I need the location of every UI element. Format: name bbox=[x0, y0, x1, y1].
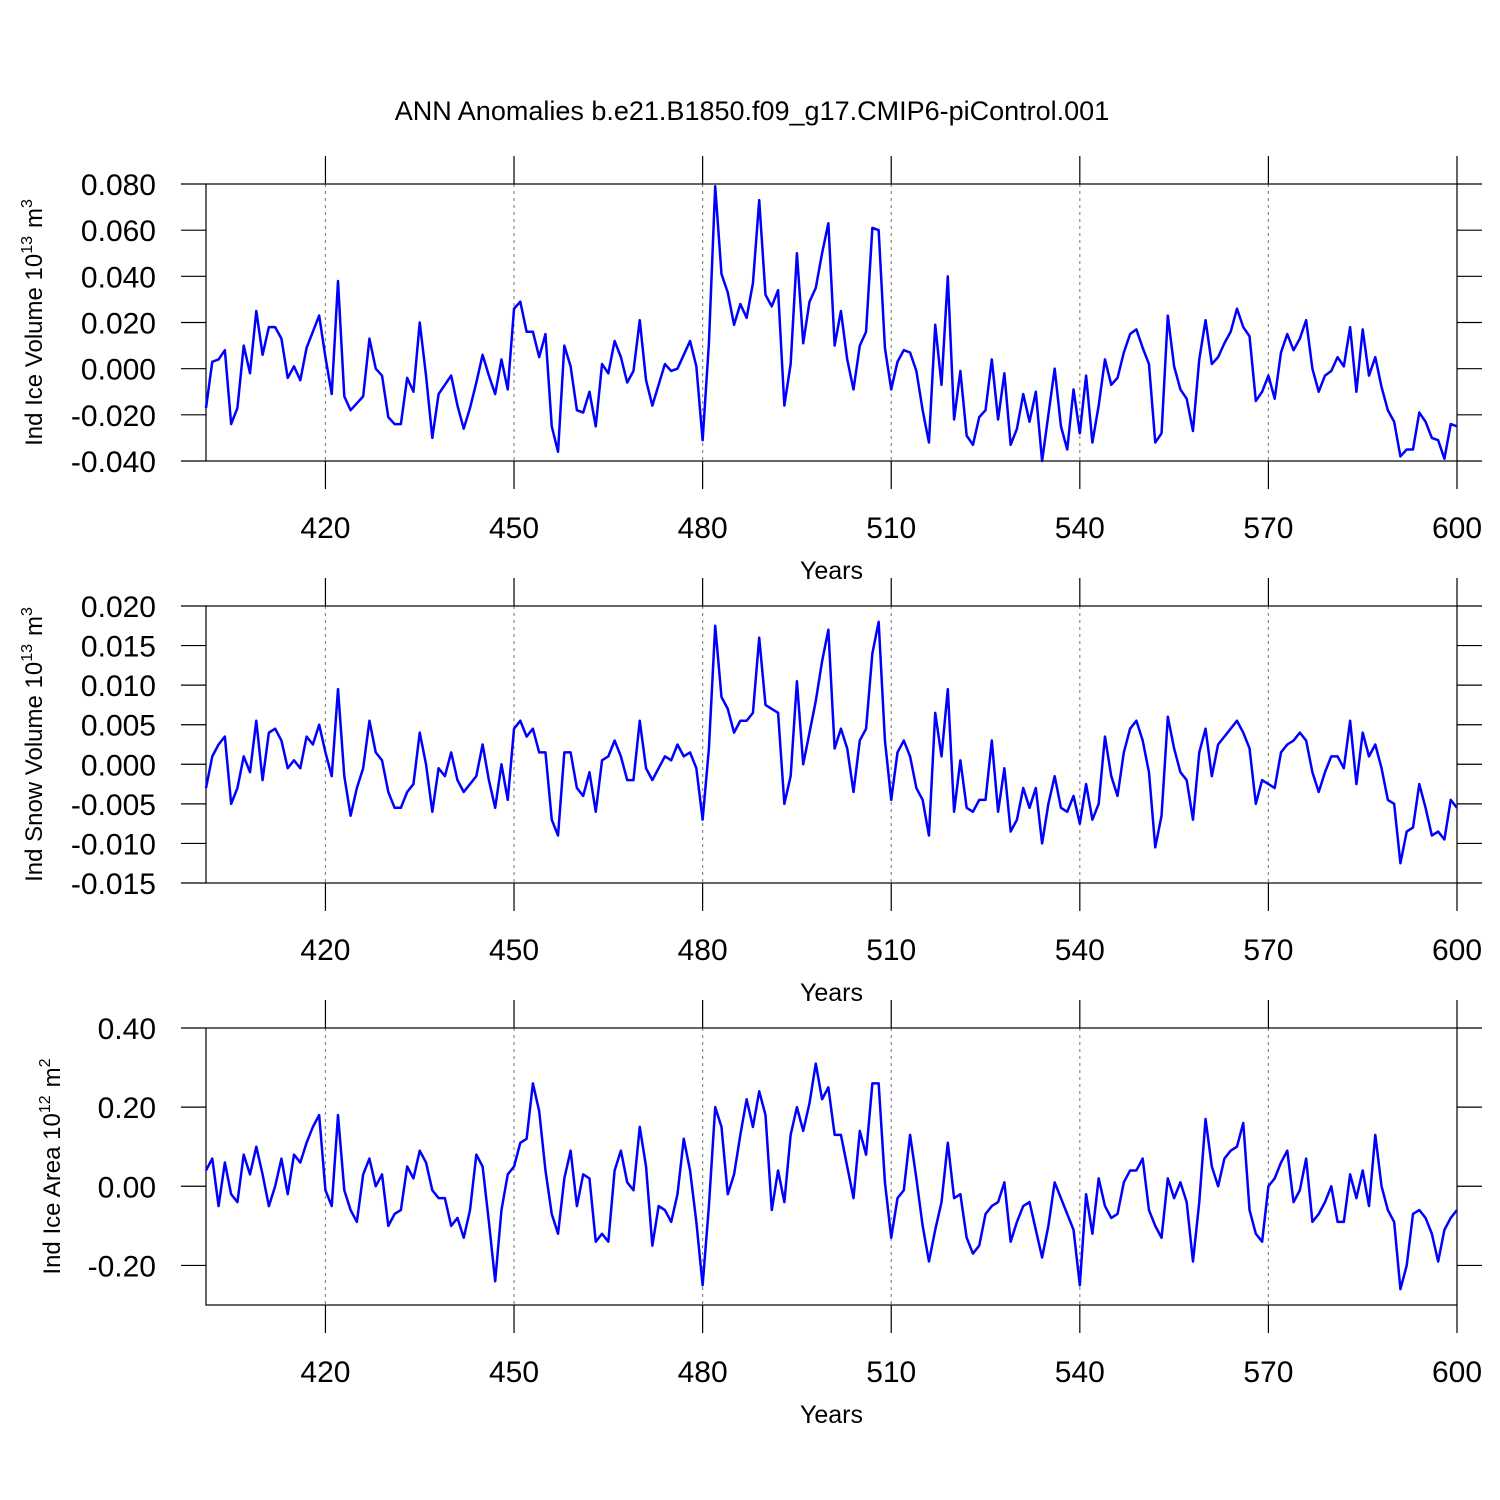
plot-frame bbox=[205, 1027, 1458, 1306]
x-tick-label: 450 bbox=[489, 512, 539, 545]
y-tick-label: 0.000 bbox=[81, 749, 156, 782]
y-label-text: Ind Ice Area 10 bbox=[39, 1113, 66, 1274]
x-tick-label: 480 bbox=[678, 512, 728, 545]
y-label-power: 13 bbox=[19, 236, 36, 254]
y-label-unit-power: 2 bbox=[37, 1058, 54, 1067]
y-tick-label: -0.015 bbox=[71, 868, 156, 901]
y-tick-label: -0.010 bbox=[71, 828, 156, 861]
plot-frame bbox=[205, 183, 1458, 462]
x-axis-label: Years bbox=[800, 1401, 863, 1429]
x-tick-label: 570 bbox=[1243, 512, 1293, 545]
panel: 420 450 480 510 540 570 600 -0.20 0.00 0.20 0.40 Ye… bbox=[37, 1000, 1482, 1429]
y-tick-label: 0.010 bbox=[81, 670, 156, 703]
y-label-unit-power: 3 bbox=[19, 199, 36, 208]
data-line bbox=[204, 620, 1458, 865]
y-tick-label: 0.060 bbox=[81, 215, 156, 248]
y-tick-label: 0.000 bbox=[81, 354, 156, 387]
x-tick-label: 480 bbox=[678, 1356, 728, 1389]
y-tick-label: 0.015 bbox=[81, 631, 156, 664]
y-label-unit-power: 3 bbox=[19, 607, 36, 616]
x-tick-label: 510 bbox=[866, 1356, 916, 1389]
y-tick-label: 0.080 bbox=[81, 169, 156, 202]
x-tick-label: 540 bbox=[1055, 1356, 1105, 1389]
y-tick-label: 0.040 bbox=[81, 261, 156, 294]
y-tick-label: 0.005 bbox=[81, 710, 156, 743]
x-axis-label: Years bbox=[800, 979, 863, 1007]
y-tick-label: -0.005 bbox=[71, 789, 156, 822]
y-axis-label: Ind Ice Volume 1013 m3 bbox=[19, 199, 48, 446]
y-label-unit: m bbox=[21, 616, 48, 636]
x-tick-label: 420 bbox=[300, 1356, 350, 1389]
x-tick-label: 600 bbox=[1432, 934, 1482, 967]
x-tick-label: 480 bbox=[678, 934, 728, 967]
x-tick-label: 540 bbox=[1055, 512, 1105, 545]
data-line bbox=[204, 1062, 1458, 1291]
y-tick-label: 0.00 bbox=[98, 1171, 156, 1204]
data-line bbox=[204, 185, 1458, 463]
x-tick-label: 570 bbox=[1243, 934, 1293, 967]
figure-title: ANN Anomalies b.e21.B1850.f09_g17.CMIP6-… bbox=[395, 96, 1109, 126]
x-tick-label: 600 bbox=[1432, 512, 1482, 545]
x-tick-label: 600 bbox=[1432, 1356, 1482, 1389]
y-axis-label: Ind Snow Volume 1013 m3 bbox=[19, 607, 48, 882]
y-tick-label: -0.040 bbox=[71, 446, 156, 479]
y-tick-label: -0.020 bbox=[71, 400, 156, 433]
y-tick-label: 0.40 bbox=[98, 1013, 156, 1046]
x-tick-label: 450 bbox=[489, 1356, 539, 1389]
plot-frame bbox=[205, 605, 1458, 884]
x-tick-label: 570 bbox=[1243, 1356, 1293, 1389]
y-axis-label: Ind Ice Area 1012 m2 bbox=[37, 1058, 66, 1274]
y-tick-label: 0.020 bbox=[81, 591, 156, 624]
y-tick-label: -0.20 bbox=[88, 1250, 156, 1283]
x-tick-label: 540 bbox=[1055, 934, 1105, 967]
y-label-power: 12 bbox=[37, 1095, 54, 1113]
x-tick-label: 450 bbox=[489, 934, 539, 967]
y-label-power: 13 bbox=[19, 644, 36, 662]
x-axis-label: Years bbox=[800, 557, 863, 585]
x-tick-label: 510 bbox=[866, 512, 916, 545]
x-tick-label: 420 bbox=[300, 512, 350, 545]
y-tick-label: 0.020 bbox=[81, 308, 156, 341]
y-tick-label: 0.20 bbox=[98, 1092, 156, 1125]
x-tick-label: 420 bbox=[300, 934, 350, 967]
panel: 420 450 480 510 540 570 600 -0.040 -0.020 0.000 0.… bbox=[19, 156, 1482, 585]
y-label-unit: m bbox=[39, 1067, 66, 1087]
x-tick-label: 510 bbox=[866, 934, 916, 967]
y-label-text: Ind Snow Volume 10 bbox=[21, 662, 48, 882]
y-label-text: Ind Ice Volume 10 bbox=[21, 254, 48, 446]
y-label-unit: m bbox=[21, 208, 48, 228]
panel: 420 450 480 510 540 570 600 -0.015 -0.010 -0.005 0… bbox=[19, 578, 1482, 1007]
